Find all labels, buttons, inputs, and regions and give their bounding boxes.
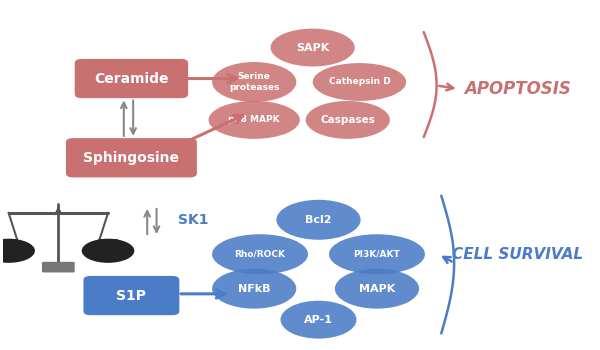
Text: Ceramide: Ceramide [94, 71, 169, 85]
Text: SAPK: SAPK [296, 43, 329, 52]
FancyBboxPatch shape [42, 262, 74, 273]
FancyBboxPatch shape [74, 59, 188, 98]
Ellipse shape [277, 200, 361, 240]
Ellipse shape [281, 301, 356, 338]
FancyBboxPatch shape [66, 138, 197, 177]
Text: Serine
proteases: Serine proteases [229, 72, 280, 92]
Text: AP-1: AP-1 [304, 315, 333, 325]
Text: CELL SURVIVAL: CELL SURVIVAL [452, 247, 583, 262]
Text: Caspases: Caspases [320, 115, 375, 125]
Ellipse shape [305, 101, 390, 139]
Ellipse shape [212, 269, 296, 309]
Ellipse shape [271, 29, 355, 66]
Text: SK1: SK1 [178, 213, 209, 227]
Ellipse shape [82, 239, 134, 263]
Text: Sphingosine: Sphingosine [83, 151, 179, 165]
Ellipse shape [313, 63, 406, 101]
Text: p38 MAPK: p38 MAPK [229, 116, 280, 124]
Text: Cathepsin D: Cathepsin D [329, 77, 391, 86]
Text: MAPK: MAPK [359, 284, 395, 294]
FancyBboxPatch shape [83, 276, 179, 315]
Ellipse shape [335, 269, 419, 309]
Text: S1P: S1P [116, 288, 146, 302]
Ellipse shape [329, 234, 425, 274]
Ellipse shape [212, 234, 308, 274]
Text: NFkB: NFkB [238, 284, 271, 294]
Ellipse shape [0, 239, 35, 263]
Text: Rho/ROCK: Rho/ROCK [235, 250, 286, 259]
Ellipse shape [209, 101, 300, 139]
Text: APOPTOSIS: APOPTOSIS [464, 80, 571, 98]
Text: PI3K/AKT: PI3K/AKT [353, 250, 400, 259]
Ellipse shape [212, 62, 296, 102]
Text: Bcl2: Bcl2 [305, 215, 332, 225]
